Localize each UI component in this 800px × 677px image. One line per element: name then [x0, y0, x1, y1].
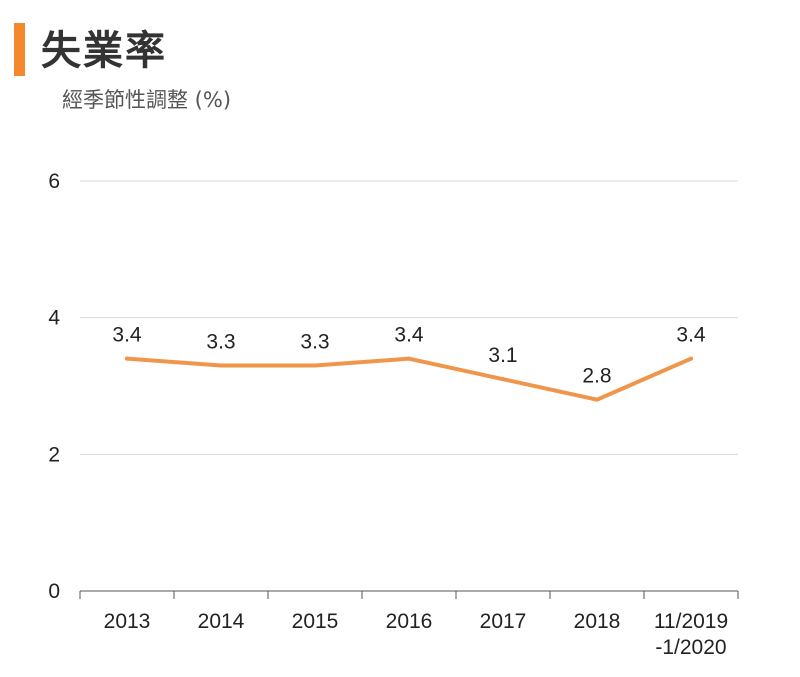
y-tick-label: 0 [48, 580, 60, 603]
data-point [595, 397, 599, 402]
x-tick-label: 2015 [292, 610, 339, 633]
chart-title: 失業率 [41, 28, 167, 74]
data-point [219, 363, 223, 368]
data-label: 3.1 [488, 344, 517, 367]
chart-subtitle: 經季節性調整 (%) [62, 88, 232, 112]
data-label: 3.4 [394, 324, 424, 347]
data-label: 3.3 [300, 331, 329, 354]
y-tick-label: 6 [48, 170, 60, 193]
x-tick-label: 2018 [574, 610, 621, 633]
x-tick-label: 2016 [386, 610, 433, 633]
data-point [501, 377, 505, 382]
y-tick-label: 4 [48, 307, 60, 330]
data-point [689, 356, 693, 361]
x-tick-label: 2013 [104, 610, 151, 633]
title-accent-bar [14, 23, 25, 76]
x-tick-label: 11/2019 -1/2020 [654, 610, 728, 659]
data-label: 3.4 [676, 324, 706, 347]
data-point [407, 356, 411, 361]
data-label: 3.4 [112, 324, 142, 347]
data-label: 2.8 [582, 365, 611, 388]
data-point [313, 363, 317, 368]
data-point [125, 356, 129, 361]
y-tick-label: 2 [48, 443, 60, 466]
x-tick-label: 2017 [480, 610, 527, 633]
data-label: 3.3 [206, 331, 235, 354]
x-tick-label: 2014 [198, 610, 245, 633]
